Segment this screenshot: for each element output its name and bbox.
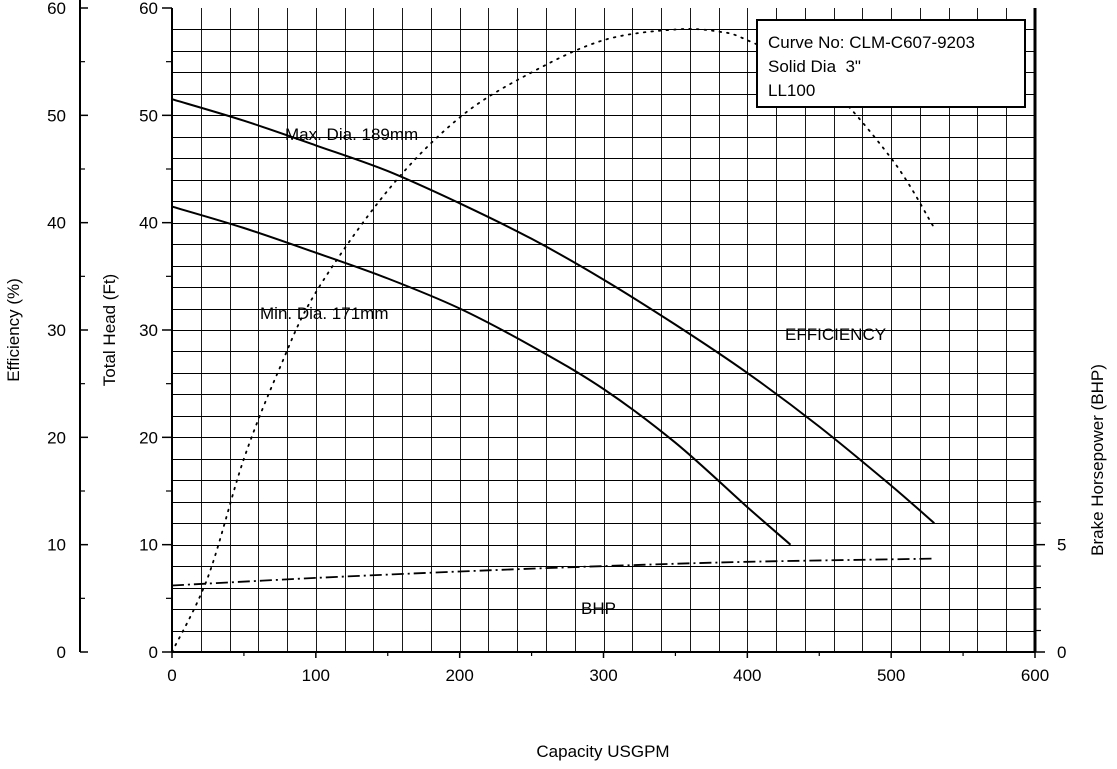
x-tick-label: 500 <box>877 666 905 685</box>
grid-lines <box>172 8 1035 652</box>
series-line-min-dia <box>171 205 792 546</box>
x-tick-label: 400 <box>733 666 761 685</box>
efficiency-tick-label: 10 <box>47 536 66 555</box>
labels-layer: 0 100 200 300 400 500 600010203040506001020304… <box>47 0 1066 685</box>
y-axis-title-bhp: Brake Horsepower (BHP) <box>1088 364 1107 556</box>
head-tick-label: 60 <box>139 0 158 18</box>
series-label-bhp: BHP <box>581 599 616 618</box>
series-label-efficiency: EFFICIENCY <box>785 325 886 344</box>
info-box-line-curve-no: Curve No: CLM-C607-9203 <box>768 33 975 52</box>
efficiency-tick-label: 20 <box>47 428 66 447</box>
head-tick-label: 20 <box>139 428 158 447</box>
x-tick-label: 100 <box>302 666 330 685</box>
x-axis-title: Capacity USGPM <box>536 742 669 761</box>
head-tick-label: 40 <box>139 214 158 233</box>
bhp-tick-label: 0 <box>1057 643 1066 662</box>
efficiency-tick-label: 60 <box>47 0 66 18</box>
y-axis-title-head: Total Head (Ft) <box>100 274 119 386</box>
y-axis-title-efficiency: Efficiency (%) <box>4 278 23 382</box>
efficiency-tick-label: 50 <box>47 106 66 125</box>
x-tick-label: 200 <box>445 666 473 685</box>
x-tick-label: 600 <box>1021 666 1049 685</box>
head-tick-label: 50 <box>139 106 158 125</box>
series-line-max-dia <box>171 98 935 524</box>
series-label-min-dia: Min. Dia. 171mm <box>260 304 388 323</box>
head-tick-label: 0 <box>149 643 158 662</box>
efficiency-tick-label: 30 <box>47 321 66 340</box>
info-box-frame <box>756 19 1026 108</box>
efficiency-tick-label: 40 <box>47 214 66 233</box>
info-box-line-solid-dia: Solid Dia 3" <box>768 57 861 76</box>
axes-layer <box>79 0 1045 658</box>
head-tick-label: 30 <box>139 321 158 340</box>
series-line-bhp <box>171 557 935 587</box>
series-label-max-dia: Max. Dia. 189mm <box>285 125 418 144</box>
x-tick-label: 300 <box>589 666 617 685</box>
x-tick-label: 0 <box>167 666 176 685</box>
info-box-line-model: LL100 <box>768 81 815 100</box>
bhp-tick-label: 5 <box>1057 536 1066 555</box>
curve-info-box: Curve No: CLM-C607-9203 Solid Dia 3" LL1… <box>756 19 1026 108</box>
head-tick-label: 10 <box>139 536 158 555</box>
efficiency-tick-label: 0 <box>57 643 66 662</box>
